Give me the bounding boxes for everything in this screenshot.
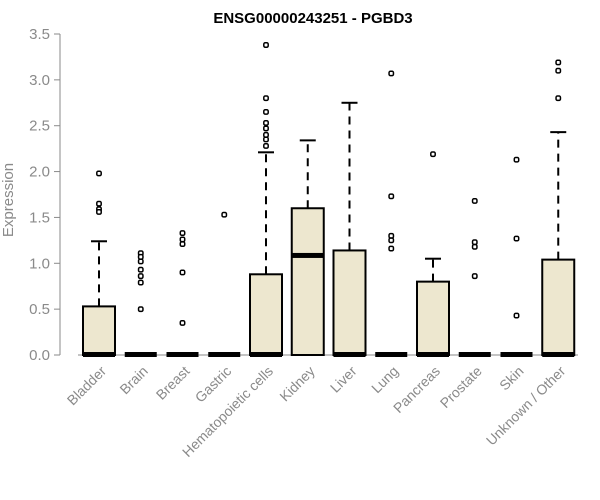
outlier-point	[179, 230, 186, 236]
outlier-point	[388, 245, 395, 252]
box-group	[124, 250, 157, 357]
outlier-point	[388, 193, 395, 200]
x-tick-label: Kidney	[276, 363, 318, 405]
x-tick-label: Prostate	[437, 363, 485, 411]
outlier-point	[263, 120, 269, 126]
outlier-point	[471, 197, 478, 204]
chart-title: ENSG00000243251 - PGBD3	[213, 10, 412, 27]
outlier-point	[96, 208, 102, 215]
outlier-point	[96, 170, 102, 177]
box-group	[375, 70, 408, 357]
outlier-point	[137, 279, 144, 286]
outlier-point	[471, 243, 478, 250]
outlier-point	[137, 273, 144, 280]
outlier-point	[179, 319, 186, 326]
box-group	[416, 151, 450, 357]
box	[332, 249, 367, 356]
outlier-point	[471, 239, 478, 246]
outlier-point	[263, 142, 269, 149]
outlier-point	[137, 253, 144, 260]
y-axis: 0.0 0.5 1.0 1.5 2.0 2.5 3.0 3.5	[29, 26, 578, 364]
box-group	[500, 156, 533, 357]
outlier-point	[513, 156, 520, 163]
box	[290, 207, 325, 356]
y-tick-label: 0.0	[29, 347, 50, 364]
x-tick-label: Bladder	[64, 363, 110, 409]
outlier-point	[430, 151, 436, 158]
x-tick-label: Liver	[327, 363, 360, 396]
outlier-point	[513, 235, 520, 242]
box-group	[249, 42, 283, 357]
y-tick-label: 3.5	[29, 26, 50, 43]
outlier-point	[263, 131, 269, 138]
outlier-point	[388, 237, 395, 244]
outlier-point	[179, 241, 186, 247]
outlier-point	[263, 109, 269, 115]
x-tick-label: Lung	[368, 363, 401, 396]
box-group	[290, 139, 325, 356]
outlier-point	[96, 200, 102, 207]
box	[249, 273, 283, 357]
y-tick-label: 0.5	[29, 301, 50, 318]
median-line	[375, 352, 408, 357]
outlier-point	[513, 312, 520, 319]
outlier-point	[471, 273, 478, 280]
y-tick-label: 2.5	[29, 118, 50, 135]
x-tick-label: Skin	[496, 363, 527, 394]
x-tick-label: Breast	[153, 363, 193, 403]
outlier-point	[388, 232, 395, 239]
outlier-point	[263, 125, 269, 132]
box-group	[458, 197, 491, 357]
outlier-point	[179, 236, 186, 243]
outlier-point	[137, 306, 144, 313]
y-tick-label: 3.0	[29, 72, 50, 89]
outlier-point	[263, 42, 269, 48]
median-line	[458, 352, 491, 357]
median-line	[500, 352, 533, 357]
outlier-point	[137, 266, 144, 273]
median-line	[124, 352, 157, 357]
box	[82, 305, 116, 356]
box	[541, 258, 576, 357]
box-group	[541, 59, 576, 357]
outlier-point	[555, 95, 562, 102]
median-line	[166, 352, 199, 357]
median-line	[542, 352, 575, 357]
median-line	[291, 252, 324, 258]
plot-area	[82, 42, 576, 357]
outlier-point	[263, 136, 269, 143]
outlier-point	[263, 95, 269, 102]
outlier-point	[137, 258, 144, 265]
box-group	[332, 101, 367, 357]
x-tick-label: Unknown / Other	[483, 363, 569, 449]
box	[416, 280, 450, 356]
median-line	[250, 352, 282, 357]
y-tick-label: 2.0	[29, 164, 50, 181]
median-line	[208, 352, 241, 357]
median-line	[83, 352, 115, 357]
median-line	[333, 352, 366, 357]
outlier-point	[555, 67, 562, 74]
outlier-point	[179, 269, 186, 276]
outlier-point	[221, 211, 228, 218]
x-tick-label: Brain	[116, 363, 150, 397]
outlier-point	[388, 70, 395, 77]
y-tick-label: 1.5	[29, 209, 50, 226]
y-axis-label: Expression	[0, 163, 17, 237]
box-group	[166, 230, 199, 357]
box-group	[208, 211, 241, 357]
box-group	[82, 170, 116, 357]
y-tick-label: 1.0	[29, 255, 50, 272]
median-line	[417, 352, 449, 357]
outlier-point	[555, 59, 562, 66]
